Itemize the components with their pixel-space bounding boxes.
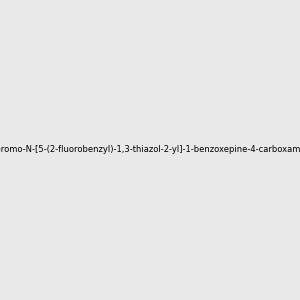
Text: 7-bromo-N-[5-(2-fluorobenzyl)-1,3-thiazol-2-yl]-1-benzoxepine-4-carboxamide: 7-bromo-N-[5-(2-fluorobenzyl)-1,3-thiazo… <box>0 146 300 154</box>
